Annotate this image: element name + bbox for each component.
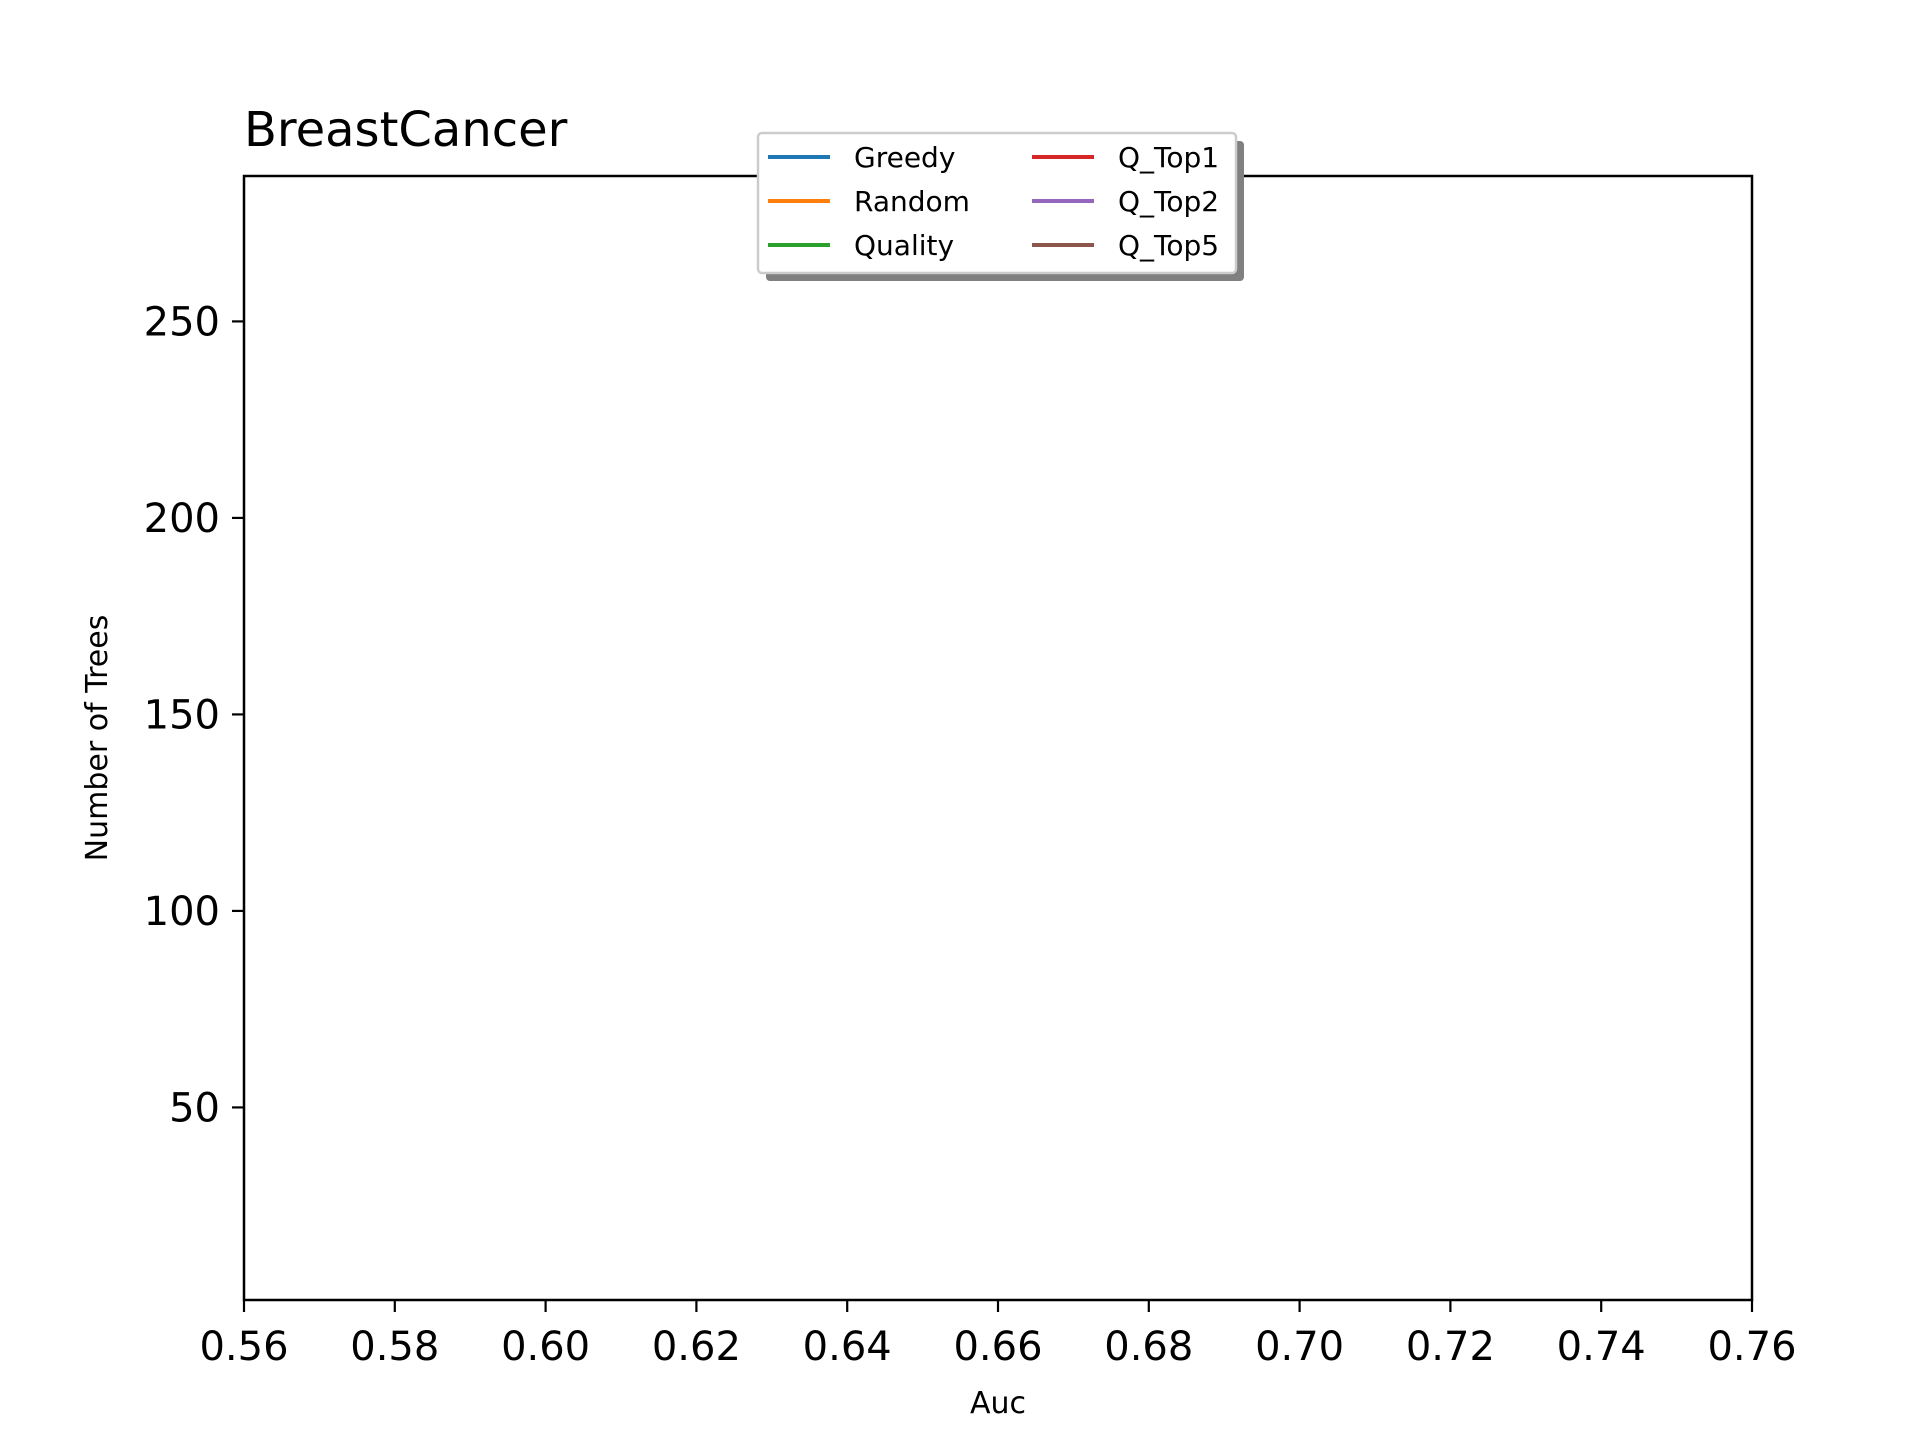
y-tick-label: 250	[144, 299, 220, 345]
x-tick-label: 0.76	[1707, 1324, 1796, 1370]
plot-frame	[242, 174, 1754, 1302]
chart-title: BreastCancer	[244, 102, 568, 158]
legend-label: Q_Top2	[1118, 185, 1219, 218]
x-axis-label: Auc	[970, 1386, 1026, 1421]
x-tick-label: 0.66	[953, 1324, 1042, 1370]
y-tick-label: 100	[144, 889, 220, 935]
legend-label: Quality	[854, 229, 954, 262]
legend-box	[756, 131, 1238, 275]
legend: Greedy Random Quality Q_Top1 Q_Top2 Q_Top5	[756, 131, 1244, 281]
legend-label: Greedy	[854, 141, 955, 174]
x-axis: 0.56 0.58 0.60 0.62 0.64 0.66 0.68 0.70 0.72 0.74…	[199, 1300, 1797, 1370]
y-tick-label: 200	[144, 496, 220, 542]
y-tick-label: 150	[144, 692, 220, 738]
x-tick-label: 0.74	[1557, 1324, 1646, 1370]
x-tick-label: 0.62	[652, 1324, 741, 1370]
x-tick-label: 0.70	[1255, 1324, 1344, 1370]
y-axis: 50 100 150 200 250	[144, 299, 244, 1131]
y-axis-label: Number of Trees	[80, 615, 115, 862]
x-tick-label: 0.72	[1406, 1324, 1495, 1370]
x-tick-label: 0.60	[501, 1324, 590, 1370]
legend-label: Q_Top1	[1118, 141, 1219, 174]
legend-label: Random	[854, 185, 970, 218]
legend-label: Q_Top5	[1118, 229, 1219, 262]
x-tick-label: 0.58	[350, 1324, 439, 1370]
y-tick-label: 50	[169, 1085, 220, 1131]
x-tick-label: 0.56	[199, 1324, 288, 1370]
x-tick-label: 0.64	[803, 1324, 892, 1370]
x-tick-label: 0.68	[1104, 1324, 1193, 1370]
